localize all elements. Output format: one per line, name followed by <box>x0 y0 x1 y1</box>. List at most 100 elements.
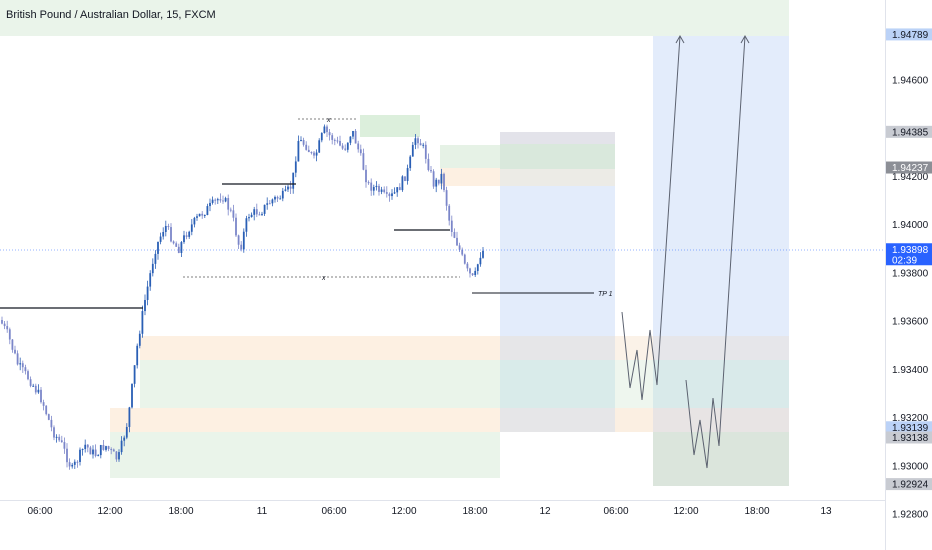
candle-body-78 <box>203 215 206 217</box>
x-tick-label-6: 18:00 <box>462 506 487 517</box>
candle-body-10 <box>27 371 29 380</box>
y-tick-label-8: 1.92800 <box>892 510 929 521</box>
candle-body-125 <box>326 126 328 133</box>
candle-body-12 <box>32 385 35 387</box>
candle-body-1 <box>3 323 6 327</box>
candle-body-76 <box>198 213 201 217</box>
candle-body-69 <box>180 242 183 253</box>
candle-body-68 <box>177 246 180 253</box>
x-tick-label-0: 06:00 <box>27 506 52 517</box>
candle-body-137 <box>357 143 360 150</box>
x-axis[interactable]: 06:00 12:00 18:00 11 06:00 12:00 18:00 12 06:00 1… <box>0 500 885 518</box>
candle-body-17 <box>45 405 48 415</box>
candle-body-83 <box>216 199 219 201</box>
x-tick-label-5: 12:00 <box>391 506 416 517</box>
candle-body-67 <box>175 243 178 247</box>
candle-body-165 <box>430 170 432 172</box>
candle-body-80 <box>209 202 211 207</box>
candle-body-48 <box>125 426 128 438</box>
candle-body-21 <box>55 436 58 438</box>
candle-body-33 <box>86 444 89 448</box>
candle-body-159 <box>414 138 417 145</box>
y-tick-label-1: 1.94200 <box>892 172 929 183</box>
candle-body-110 <box>287 186 289 190</box>
price-tag-label-0: 1.94789 <box>892 30 929 41</box>
candle-body-4 <box>11 339 14 350</box>
candle-body-152 <box>396 187 399 193</box>
candle-body-130 <box>339 140 341 146</box>
candle-body-120 <box>313 152 315 156</box>
candle-body-30 <box>79 449 81 462</box>
projection-path-1 <box>685 35 746 469</box>
candle-body-87 <box>227 198 230 210</box>
candle-body-52 <box>136 345 139 366</box>
candle-body-29 <box>76 461 79 463</box>
y-tick-label-5: 1.93400 <box>892 365 929 376</box>
y-axis[interactable]: 1.94600 1.94200 1.94000 1.93800 1.93600 1.934… <box>885 0 929 550</box>
candle-body-150 <box>391 193 393 197</box>
candle-body-86 <box>224 198 227 202</box>
candle-body-115 <box>300 139 302 141</box>
candle-body-65 <box>170 227 172 242</box>
candle-body-154 <box>401 176 404 191</box>
candle-body-24 <box>63 442 66 449</box>
zone-12 <box>500 336 615 360</box>
candle-body-144 <box>375 185 378 188</box>
candle-body-164 <box>427 158 430 171</box>
x-tick-label-4: 06:00 <box>321 506 346 517</box>
candle-body-75 <box>196 216 198 218</box>
candle-body-123 <box>320 133 323 141</box>
y-tick-label-3: 1.93800 <box>892 268 929 279</box>
candle-body-104 <box>271 199 274 204</box>
candle-body-61 <box>159 236 162 242</box>
candle-body-127 <box>331 135 334 140</box>
price-tag-5 <box>886 431 932 444</box>
candle-body-32 <box>84 444 87 450</box>
zone-19 <box>653 336 789 360</box>
candle-body-46 <box>120 440 123 453</box>
price-tag-2 <box>886 161 932 174</box>
candle-body-95 <box>248 217 250 219</box>
x-tick-label-2: 18:00 <box>168 506 193 517</box>
candle-body-135 <box>352 130 354 137</box>
zone-9 <box>500 132 615 144</box>
candle-body-31 <box>81 449 84 451</box>
candle-body-16 <box>42 402 45 406</box>
candle-body-143 <box>372 187 375 191</box>
candle-body-145 <box>378 185 380 192</box>
candle-body-126 <box>328 132 331 136</box>
candle-body-9 <box>24 367 27 372</box>
candle-body-88 <box>229 209 232 211</box>
candle-body-156 <box>406 168 409 181</box>
x-tick-label-9: 12:00 <box>673 506 698 517</box>
candle-body-41 <box>107 446 110 450</box>
candle-body-50 <box>131 383 133 408</box>
candle-body-114 <box>297 140 300 162</box>
candle-body-106 <box>276 196 279 199</box>
candle-body-56 <box>146 286 149 300</box>
candle-body-118 <box>307 149 310 153</box>
candle-body-167 <box>435 179 438 187</box>
price-tag-4 <box>886 421 932 434</box>
drawings-layer: x x TP 1 <box>0 34 885 469</box>
candle-body-22 <box>58 436 61 441</box>
zones-layer <box>0 0 789 486</box>
y-tick-label-7: 1.93000 <box>892 461 929 472</box>
candle-body-184 <box>479 257 482 265</box>
annotation-2: TP 1 <box>598 291 613 298</box>
candle-body-105 <box>274 196 276 200</box>
candle-body-51 <box>133 365 136 384</box>
candle-body-44 <box>115 451 118 460</box>
candle-body-158 <box>411 144 414 157</box>
price-tag-label-1: 1.94385 <box>892 127 929 138</box>
price-tag-label-6: 1.92924 <box>892 480 929 491</box>
candle-body-103 <box>268 203 271 205</box>
candle-body-2 <box>6 326 9 330</box>
zone-7 <box>440 168 502 186</box>
candle-body-59 <box>154 253 157 264</box>
candle-body-101 <box>263 204 266 214</box>
candle-body-122 <box>318 140 321 153</box>
